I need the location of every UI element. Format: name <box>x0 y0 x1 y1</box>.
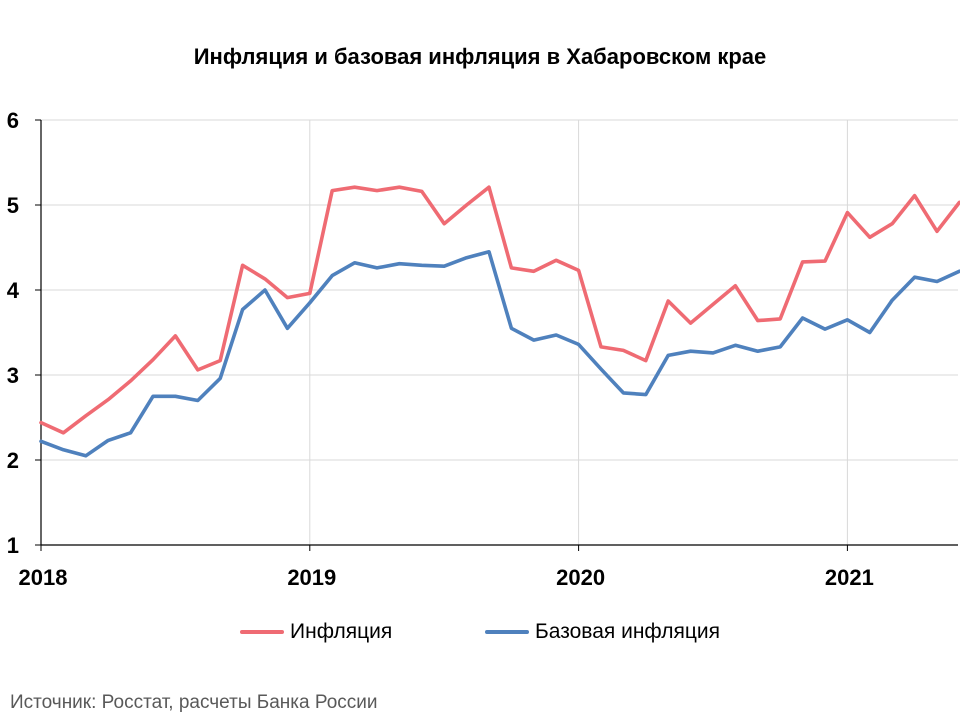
legend-item-inflation: Инфляция <box>240 620 392 644</box>
legend-swatch-core <box>485 630 529 634</box>
y-tick-label: 4 <box>7 278 20 303</box>
series-line-inflation <box>39 185 960 435</box>
legend-label-inflation: Инфляция <box>290 620 393 643</box>
source-note: Источник: Росстат, расчеты Банка России <box>10 692 378 713</box>
axes <box>35 119 958 551</box>
grid-lines <box>41 119 958 545</box>
y-tick-label: 6 <box>7 108 19 133</box>
legend-swatch-inflation <box>240 630 284 634</box>
series-lines <box>39 185 960 458</box>
legend: Инфляция Базовая инфляция <box>0 620 960 650</box>
y-tick-label: 5 <box>7 193 19 218</box>
chart-title: Инфляция и базовая инфляция в Хабаровско… <box>193 44 767 69</box>
series-line-core <box>39 250 960 458</box>
legend-label-core: Базовая инфляция <box>535 620 721 643</box>
line-chart: 1 2 3 4 5 6 2018 2019 2020 2021 <box>7 108 960 590</box>
y-tick-label: 1 <box>7 533 19 558</box>
y-tick-label: 3 <box>7 363 19 388</box>
x-tick-label: 2018 <box>19 565 68 590</box>
x-tick-label: 2020 <box>556 565 605 590</box>
tick-labels: 1 2 3 4 5 6 2018 2019 2020 2021 <box>7 108 874 590</box>
legend-item-core: Базовая инфляция <box>485 620 720 644</box>
x-tick-label: 2021 <box>825 565 874 590</box>
x-tick-label: 2019 <box>287 565 336 590</box>
y-tick-label: 2 <box>7 448 19 473</box>
